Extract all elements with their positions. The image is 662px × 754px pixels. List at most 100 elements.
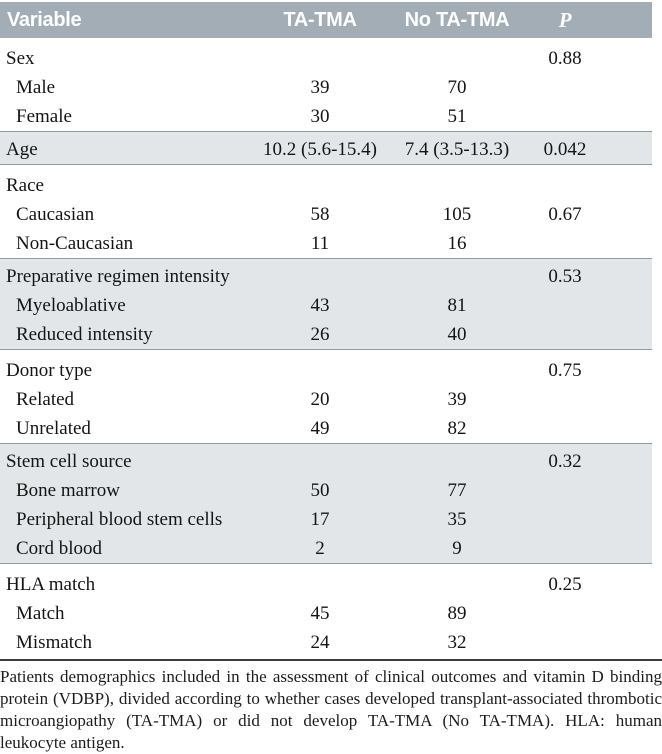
spacer-cell xyxy=(606,599,652,628)
cell-ta-tma xyxy=(250,349,390,385)
cell-ta-tma xyxy=(250,443,390,476)
cell-p-value: 0.88 xyxy=(524,38,606,73)
cell-no-ta-tma xyxy=(390,443,524,476)
cell-p-value: 0.042 xyxy=(524,131,606,165)
cell-no-ta-tma: 39 xyxy=(390,385,524,414)
cell-ta-tma: 49 xyxy=(250,414,390,444)
row-label: Race xyxy=(0,164,250,200)
cell-no-ta-tma: 89 xyxy=(390,599,524,628)
row-label: Related xyxy=(0,385,250,414)
table-row-peripheral-blood: Peripheral blood stem cells 17 35 xyxy=(0,505,652,534)
spacer-cell xyxy=(606,505,652,534)
cell-p-value xyxy=(524,628,606,657)
cell-ta-tma: 17 xyxy=(250,505,390,534)
cell-p-value xyxy=(524,229,606,259)
table-row-mismatch: Mismatch 24 32 xyxy=(0,628,652,657)
spacer-cell xyxy=(606,349,652,385)
row-label: Unrelated xyxy=(0,414,250,444)
row-label: Caucasian xyxy=(0,200,250,229)
column-header-ta-tma: TA-TMA xyxy=(250,2,390,38)
cell-ta-tma xyxy=(250,38,390,73)
row-label: Age xyxy=(0,131,250,165)
cell-p-value xyxy=(524,505,606,534)
cell-no-ta-tma xyxy=(390,563,524,599)
cell-p-value xyxy=(524,385,606,414)
cell-p-value: 0.25 xyxy=(524,563,606,599)
cell-no-ta-tma: 35 xyxy=(390,505,524,534)
cell-no-ta-tma: 32 xyxy=(390,628,524,657)
row-label: Female xyxy=(0,102,250,132)
cell-ta-tma: 45 xyxy=(250,599,390,628)
row-label: Reduced intensity xyxy=(0,320,250,350)
cell-p-value xyxy=(524,102,606,132)
table-header: Variable TA-TMA No TA-TMA P xyxy=(0,2,652,38)
table-row-related: Related 20 39 xyxy=(0,385,652,414)
row-label: Stem cell source xyxy=(0,443,250,476)
table-row-male: Male 39 70 xyxy=(0,73,652,102)
cell-ta-tma: 26 xyxy=(250,320,390,350)
cell-no-ta-tma: 51 xyxy=(390,102,524,132)
spacer-cell xyxy=(606,102,652,132)
cell-no-ta-tma: 81 xyxy=(390,291,524,320)
cell-ta-tma: 24 xyxy=(250,628,390,657)
cell-ta-tma: 2 xyxy=(250,534,390,564)
spacer-cell xyxy=(606,131,652,165)
table-body: Sex 0.88 Male 39 70 Female 30 51 xyxy=(0,38,652,657)
cell-p-value xyxy=(524,73,606,102)
spacer-cell xyxy=(606,476,652,505)
table-row-non-caucasian: Non-Caucasian 11 16 xyxy=(0,229,652,259)
spacer-cell xyxy=(606,320,652,350)
cell-no-ta-tma: 105 xyxy=(390,200,524,229)
table-row-bone-marrow: Bone marrow 50 77 xyxy=(0,476,652,505)
cell-no-ta-tma: 16 xyxy=(390,229,524,259)
cell-no-ta-tma: 7.4 (3.5-13.3) xyxy=(390,131,524,165)
cell-ta-tma xyxy=(250,563,390,599)
table-row-cord-blood: Cord blood 2 9 xyxy=(0,534,652,564)
row-label: Non-Caucasian xyxy=(0,229,250,259)
table-row-age: Age 10.2 (5.6-15.4) 7.4 (3.5-13.3) 0.042 xyxy=(0,131,652,165)
cell-p-value xyxy=(524,534,606,564)
spacer-cell xyxy=(606,73,652,102)
spacer-cell xyxy=(606,258,652,291)
row-label: Match xyxy=(0,599,250,628)
table-row-sex: Sex 0.88 xyxy=(0,38,652,73)
cell-p-value xyxy=(524,320,606,350)
row-label: Cord blood xyxy=(0,534,250,564)
row-label: Myeloablative xyxy=(0,291,250,320)
table-row-stem-cell-source: Stem cell source 0.32 xyxy=(0,443,652,476)
table-row-hla-match: HLA match 0.25 xyxy=(0,563,652,599)
table-row-female: Female 30 51 xyxy=(0,102,652,132)
cell-p-value xyxy=(524,291,606,320)
cell-ta-tma: 58 xyxy=(250,200,390,229)
cell-no-ta-tma xyxy=(390,38,524,73)
cell-p-value: 0.75 xyxy=(524,349,606,385)
column-header-p-value: P xyxy=(524,2,606,38)
table-row-caucasian: Caucasian 58 105 0.67 xyxy=(0,200,652,229)
spacer-cell xyxy=(606,229,652,259)
table-row-myeloablative: Myeloablative 43 81 xyxy=(0,291,652,320)
spacer-cell xyxy=(606,534,652,564)
row-label: HLA match xyxy=(0,563,250,599)
spacer-cell xyxy=(606,38,652,73)
cell-ta-tma: 43 xyxy=(250,291,390,320)
cell-p-value: 0.32 xyxy=(524,443,606,476)
demographics-table: Variable TA-TMA No TA-TMA P Sex 0.88 Mal… xyxy=(0,2,652,657)
cell-no-ta-tma: 77 xyxy=(390,476,524,505)
cell-no-ta-tma: 82 xyxy=(390,414,524,444)
table-row-donor-type: Donor type 0.75 xyxy=(0,349,652,385)
table-row-race: Race xyxy=(0,164,652,200)
spacer-cell xyxy=(606,385,652,414)
spacer-cell xyxy=(606,443,652,476)
cell-ta-tma: 50 xyxy=(250,476,390,505)
cell-p-value xyxy=(524,164,606,200)
cell-p-value xyxy=(524,476,606,505)
row-label: Sex xyxy=(0,38,250,73)
cell-ta-tma: 39 xyxy=(250,73,390,102)
cell-no-ta-tma xyxy=(390,164,524,200)
table-row-reduced-intensity: Reduced intensity 26 40 xyxy=(0,320,652,350)
row-label: Donor type xyxy=(0,349,250,385)
spacer-cell xyxy=(606,200,652,229)
cell-no-ta-tma xyxy=(390,258,524,291)
cell-p-value: 0.67 xyxy=(524,200,606,229)
